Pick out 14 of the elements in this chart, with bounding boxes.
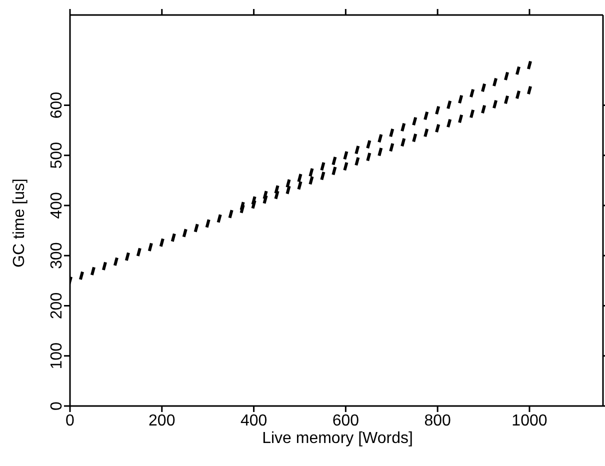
y-tick-label: 400 [48, 192, 66, 219]
x-tick-label: 200 [148, 412, 176, 430]
x-tick-label: 400 [240, 412, 268, 430]
y-axis-title: GC time [us] [11, 178, 29, 268]
y-tick-label: 0 [48, 401, 66, 410]
y-tick-label: 100 [48, 342, 66, 370]
x-tick-label: 800 [424, 412, 452, 430]
x-tick-label: 1000 [512, 412, 548, 430]
y-tick-label: 500 [48, 142, 66, 169]
y-tick-label: 300 [48, 242, 66, 269]
x-axis-title: Live memory [Words] [261, 430, 414, 448]
y-tick-label: 200 [48, 292, 66, 320]
x-tick-label: 600 [332, 412, 360, 430]
y-tick-label: 600 [48, 92, 66, 119]
